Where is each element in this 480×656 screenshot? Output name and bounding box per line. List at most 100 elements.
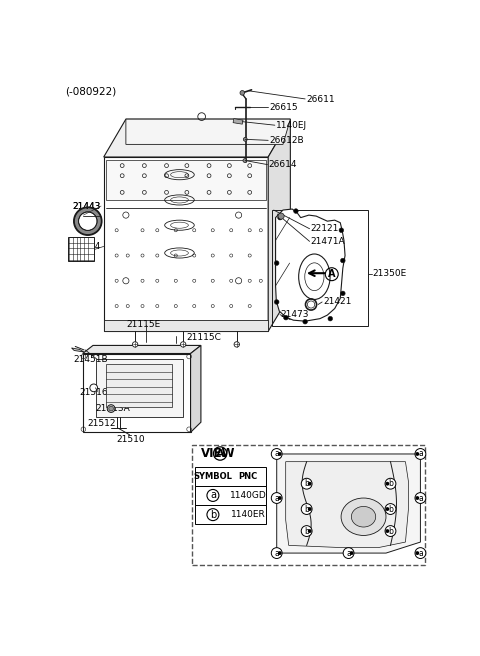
Circle shape [107, 405, 115, 413]
Circle shape [240, 91, 245, 95]
Ellipse shape [341, 498, 386, 535]
Text: a: a [275, 548, 279, 558]
Polygon shape [104, 157, 268, 331]
Circle shape [90, 384, 97, 392]
Text: PNC: PNC [239, 472, 258, 481]
Text: 21115E: 21115E [126, 320, 160, 329]
Text: 21421: 21421 [323, 297, 351, 306]
Text: b: b [388, 504, 393, 514]
Circle shape [308, 482, 312, 485]
Polygon shape [72, 348, 84, 352]
Text: a: a [275, 449, 279, 459]
Circle shape [385, 529, 389, 533]
Text: 21510: 21510 [117, 436, 145, 444]
Circle shape [415, 496, 419, 500]
Bar [195, 466, 265, 486]
Text: 21414: 21414 [72, 243, 101, 251]
Text: b: b [304, 527, 309, 535]
Circle shape [385, 482, 389, 485]
Text: b: b [304, 479, 309, 488]
Bar [195, 505, 265, 524]
Text: b: b [304, 504, 309, 514]
Text: b: b [388, 527, 393, 535]
Polygon shape [268, 119, 290, 331]
Bar [272, 210, 368, 326]
Circle shape [109, 406, 113, 411]
Text: 21473: 21473 [281, 310, 309, 319]
Text: 21443: 21443 [72, 201, 101, 211]
Circle shape [132, 342, 138, 347]
Text: 1140ER: 1140ER [231, 510, 265, 519]
Circle shape [278, 551, 282, 555]
Circle shape [339, 228, 344, 233]
Circle shape [328, 316, 333, 321]
Circle shape [294, 209, 298, 213]
Text: 21451B: 21451B [73, 355, 108, 364]
Circle shape [415, 551, 419, 555]
Wedge shape [74, 207, 102, 235]
Text: 1140EJ: 1140EJ [276, 121, 307, 130]
Text: a: a [346, 548, 351, 558]
Text: 21516A: 21516A [80, 388, 114, 398]
Text: 26612B: 26612B [269, 136, 304, 145]
Circle shape [278, 213, 284, 219]
Text: VIEW: VIEW [201, 447, 235, 460]
Polygon shape [106, 159, 266, 200]
Text: a: a [418, 548, 423, 558]
Text: a: a [418, 493, 423, 502]
Text: 21512: 21512 [88, 419, 116, 428]
Polygon shape [106, 364, 172, 407]
Polygon shape [96, 359, 183, 417]
Polygon shape [276, 454, 420, 553]
Text: b: b [210, 510, 216, 520]
Circle shape [278, 452, 282, 456]
Text: a: a [210, 491, 216, 501]
Text: a: a [418, 449, 423, 459]
Polygon shape [233, 119, 243, 124]
Circle shape [275, 300, 279, 304]
Text: 26615: 26615 [269, 102, 298, 112]
Polygon shape [126, 119, 290, 144]
Text: (-080922): (-080922) [65, 87, 116, 96]
Bar [68, 237, 95, 261]
Circle shape [303, 319, 308, 324]
Circle shape [340, 291, 345, 296]
Polygon shape [191, 346, 201, 432]
Circle shape [308, 529, 312, 533]
Circle shape [180, 342, 186, 347]
Bar [192, 445, 425, 565]
Circle shape [275, 261, 279, 266]
Polygon shape [83, 354, 191, 432]
Circle shape [385, 507, 389, 511]
Text: A: A [216, 449, 225, 459]
Text: 26614: 26614 [268, 160, 297, 169]
Polygon shape [104, 119, 290, 157]
Text: SYMBOL: SYMBOL [193, 472, 232, 481]
Text: A: A [328, 269, 336, 279]
Text: a: a [275, 493, 279, 502]
Circle shape [340, 258, 345, 263]
Circle shape [284, 316, 288, 320]
Text: 26611: 26611 [306, 95, 335, 104]
Text: 21513A: 21513A [96, 404, 131, 413]
Text: 21350E: 21350E [373, 269, 407, 278]
Circle shape [243, 137, 247, 141]
Ellipse shape [351, 506, 376, 527]
Bar [195, 486, 265, 505]
Text: 1140GD: 1140GD [229, 491, 266, 500]
Text: 22121: 22121 [311, 224, 339, 234]
Circle shape [415, 452, 419, 456]
Circle shape [278, 215, 282, 220]
Text: 21443: 21443 [72, 202, 101, 211]
Polygon shape [276, 209, 345, 321]
Text: b: b [388, 479, 393, 488]
Circle shape [278, 496, 282, 500]
Circle shape [243, 159, 247, 163]
Polygon shape [104, 320, 268, 331]
Circle shape [234, 342, 240, 347]
Polygon shape [286, 462, 408, 548]
Polygon shape [83, 346, 201, 354]
Text: 21115C: 21115C [186, 333, 221, 342]
Text: 21471A: 21471A [311, 237, 345, 246]
Circle shape [308, 507, 312, 511]
